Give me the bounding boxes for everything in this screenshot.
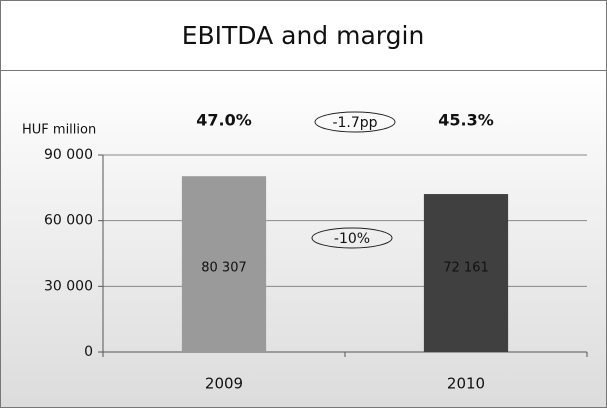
y-axis-label: HUF million [22,123,96,138]
margin-label: 47.0% [196,111,252,130]
data-label: 72 161 [443,261,489,276]
bar [423,194,509,352]
annotation-oval [311,227,393,249]
y-tick-label: 0 [84,344,93,360]
data-label: 80 307 [201,261,247,276]
y-tick-label: 60 000 [44,213,93,229]
bar [181,176,267,352]
annotation-oval [314,111,396,133]
x-tick-label: 2010 [447,375,485,393]
x-tick-label: 2009 [205,375,243,393]
y-tick-label: 90 000 [44,147,93,163]
chart-title: EBITDA and margin [182,21,425,50]
margin-label: 45.3% [438,111,494,130]
title-box [0,0,607,71]
annotation: -1.7pp [332,115,377,131]
y-tick-label: 30 000 [44,278,93,294]
annotation: -10% [334,231,370,247]
